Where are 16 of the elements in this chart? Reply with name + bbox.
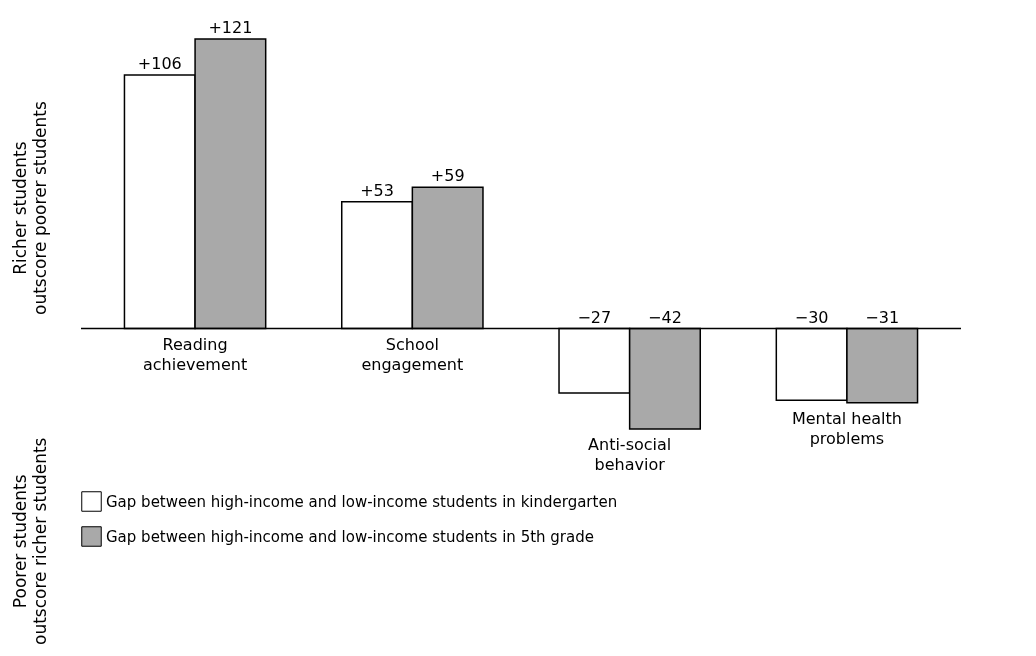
x-tick-label: Mental health problems bbox=[791, 408, 902, 448]
data-label: −31 bbox=[865, 307, 900, 327]
data-label: +106 bbox=[137, 53, 182, 73]
data-label: −27 bbox=[577, 307, 612, 327]
x-tick-label: Anti-social behavior bbox=[588, 435, 672, 474]
x-tick-label: Reading achievement bbox=[142, 334, 248, 374]
data-label: +59 bbox=[430, 166, 465, 186]
text: Poorer students outscore richer students bbox=[10, 437, 50, 645]
y-axis-title: Richer students outscore poorer students bbox=[10, 101, 50, 315]
x-tick-label: School engagement bbox=[361, 334, 464, 374]
data-label: −42 bbox=[648, 307, 682, 327]
legend-label: Gap between high-income and low-income students in kindergarten bbox=[106, 492, 618, 511]
data-label: −30 bbox=[794, 307, 829, 327]
data-label: +53 bbox=[360, 180, 394, 200]
data-label: +121 bbox=[208, 18, 253, 37]
legend-label: Gap between high-income and low-income students in 5th grade bbox=[106, 527, 594, 546]
